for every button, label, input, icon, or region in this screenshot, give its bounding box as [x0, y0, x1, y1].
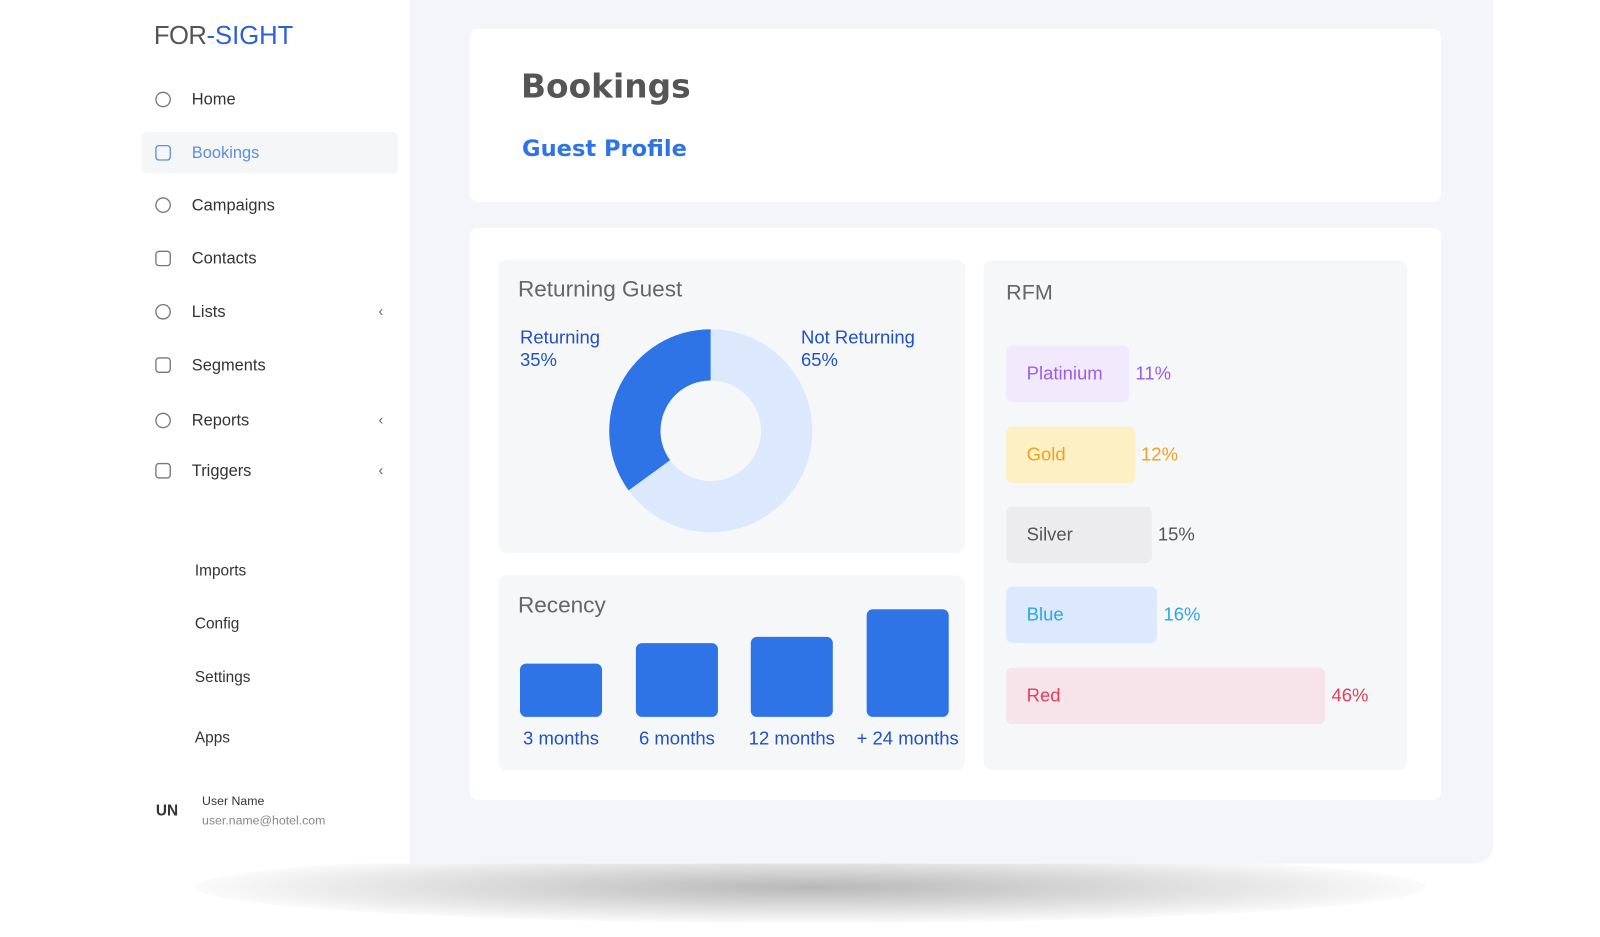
bar: [1006, 426, 1135, 484]
page-subtitle[interactable]: Guest Profile: [522, 136, 687, 163]
bar: [750, 636, 833, 717]
bar: [866, 609, 949, 717]
nav-item[interactable]: Home: [142, 79, 398, 120]
nav-label: Contacts: [191, 250, 257, 268]
user-name: User Name: [202, 793, 265, 809]
bar: [1006, 667, 1326, 725]
nav-label: Home: [191, 91, 236, 109]
bar-label: Gold: [1026, 444, 1066, 465]
x-tick-label: 12 months: [748, 728, 835, 749]
nav-item[interactable]: Campaigns: [142, 185, 398, 226]
header-card: [469, 28, 1442, 203]
logo-right: -SIGHT: [206, 21, 294, 51]
icon-shape: [155, 303, 171, 320]
donut-slice: [609, 329, 711, 491]
secondary-nav-item[interactable]: Imports: [194, 562, 247, 580]
secondary-nav-item[interactable]: Settings: [194, 668, 251, 687]
bar-label: Blue: [1026, 604, 1064, 625]
value-label: 12%: [1141, 444, 1178, 465]
submenu-chevron: ‹: [378, 461, 384, 478]
secondary-nav-item[interactable]: Config: [194, 615, 240, 633]
user-initials: UN: [155, 802, 179, 820]
nav-label: Lists: [191, 303, 226, 322]
slice-label: Returning: [519, 327, 601, 348]
chart-title: Returning Guest: [517, 275, 683, 302]
icon-shape: [155, 357, 171, 373]
nav-item[interactable]: Segments: [142, 345, 398, 386]
bar: [519, 663, 603, 717]
bar-label: Red: [1026, 685, 1061, 706]
nav-label: Triggers: [191, 462, 252, 480]
submenu-chevron: ‹: [378, 302, 384, 319]
icon-shape: [155, 250, 171, 267]
nav-icon: [155, 91, 171, 108]
icon-shape: [155, 412, 171, 429]
nav-label: Bookings: [191, 144, 260, 163]
slice-label: Not Returning: [801, 327, 915, 348]
nav-icon: [155, 412, 171, 429]
x-tick-label: + 24 months: [856, 728, 959, 749]
nav-icon: [155, 144, 171, 161]
donut-slice: [628, 329, 813, 533]
bar: [1006, 345, 1130, 403]
slice-value-label: 35%: [519, 349, 557, 371]
bar-label: Platinium: [1026, 363, 1103, 384]
bar-label: Silver: [1026, 524, 1073, 545]
nav-icon: [155, 462, 171, 479]
page-title: Bookings: [521, 66, 691, 106]
icon-shape: [155, 144, 171, 161]
icon-shape: [155, 197, 171, 213]
nav-label: Segments: [191, 356, 266, 375]
nav-item[interactable]: Contacts: [142, 238, 398, 279]
nav-label: Campaigns: [191, 196, 275, 215]
nav-icon: [155, 197, 171, 213]
nav-icon: [155, 357, 171, 373]
nav-icon: [155, 250, 171, 267]
value-label: 16%: [1163, 604, 1201, 625]
chart-title: RFM: [1006, 281, 1053, 305]
logo-left: FOR: [153, 21, 207, 51]
icon-shape: [155, 462, 171, 479]
value-label: 15%: [1157, 524, 1195, 545]
nav-item[interactable]: Bookings: [141, 132, 398, 174]
value-label: 11%: [1135, 363, 1172, 384]
bar: [635, 643, 718, 717]
nav-icon: [155, 303, 171, 320]
chart-title: Recency: [517, 591, 606, 618]
icon-shape: [155, 91, 171, 108]
bar: [1006, 586, 1158, 644]
x-tick-label: 3 months: [523, 728, 599, 749]
slice-value-label: 65%: [801, 349, 838, 371]
logo[interactable]: FOR-SIGHT: [153, 21, 294, 51]
nav-label: Reports: [191, 412, 250, 430]
submenu-chevron: ‹: [378, 411, 384, 428]
value-label: 46%: [1331, 685, 1369, 706]
nav-item[interactable]: Lists ‹: [142, 291, 398, 332]
x-tick-label: 6 months: [638, 728, 715, 749]
donut-chart: [609, 329, 813, 533]
nav-item[interactable]: Triggers ‹: [142, 450, 398, 491]
bar: [1006, 506, 1152, 564]
secondary-nav-item[interactable]: Apps: [194, 729, 230, 747]
nav-item[interactable]: Reports ‹: [142, 400, 398, 441]
user-email: user.name@hotel.com: [202, 813, 326, 828]
